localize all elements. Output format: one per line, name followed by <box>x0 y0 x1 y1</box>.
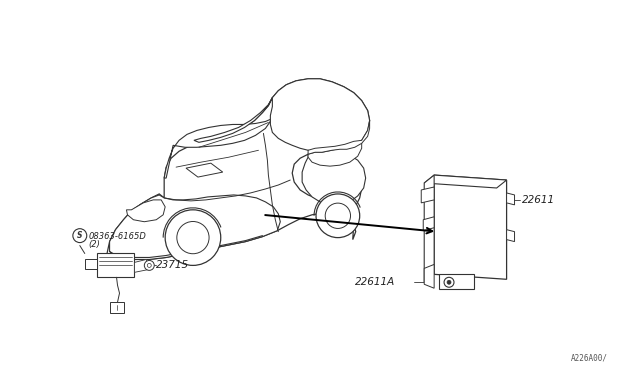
Circle shape <box>444 277 454 287</box>
Circle shape <box>145 260 154 270</box>
Polygon shape <box>423 217 434 231</box>
Polygon shape <box>109 195 280 259</box>
Polygon shape <box>421 187 434 203</box>
Polygon shape <box>134 259 149 272</box>
Text: S: S <box>77 231 83 240</box>
Text: 22611: 22611 <box>522 195 555 205</box>
Polygon shape <box>507 193 515 205</box>
Polygon shape <box>439 274 474 289</box>
Text: 23715: 23715 <box>156 260 189 270</box>
Polygon shape <box>107 79 370 259</box>
Polygon shape <box>424 175 434 282</box>
Polygon shape <box>507 230 515 241</box>
Polygon shape <box>270 79 370 152</box>
Polygon shape <box>186 163 223 177</box>
Polygon shape <box>109 302 124 313</box>
Circle shape <box>73 229 87 243</box>
Text: (2): (2) <box>89 240 100 249</box>
Polygon shape <box>302 152 365 205</box>
Polygon shape <box>97 253 134 277</box>
Polygon shape <box>164 119 273 178</box>
Circle shape <box>165 210 221 265</box>
Polygon shape <box>127 200 165 222</box>
Polygon shape <box>308 121 370 154</box>
Polygon shape <box>308 140 362 166</box>
Polygon shape <box>424 264 434 288</box>
Circle shape <box>316 194 360 238</box>
Polygon shape <box>434 175 507 279</box>
Circle shape <box>447 280 451 284</box>
Text: A226A00/: A226A00/ <box>571 354 608 363</box>
Polygon shape <box>84 259 97 269</box>
Text: 08363-6165D: 08363-6165D <box>89 232 147 241</box>
Text: 22611A: 22611A <box>355 277 395 287</box>
Polygon shape <box>424 175 507 188</box>
Polygon shape <box>194 98 273 142</box>
